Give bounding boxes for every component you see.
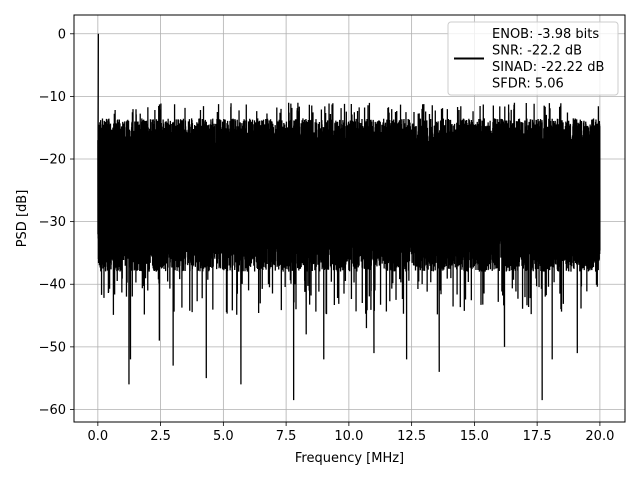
y-tick-label: −30 (39, 215, 66, 230)
psd-series (97, 33, 601, 401)
x-tick-label: 7.5 (276, 429, 297, 444)
y-axis-ticks: 0 −10 −20 −30 −40 −50 −60 (39, 27, 74, 418)
psd-series-line (97, 33, 601, 401)
legend-box (447, 21, 619, 96)
y-tick-label: −40 (39, 278, 66, 293)
x-tick-label: 12.5 (397, 429, 426, 444)
x-tick-label: 20.0 (585, 429, 614, 444)
plot-frame (73, 14, 626, 423)
legend-line-enob: ENOB: -3.98 bits (492, 27, 599, 42)
y-tick-label: 0 (58, 27, 66, 42)
legend-line-sfdr: SFDR: 5.06 (492, 77, 564, 92)
y-tick-label: −10 (39, 90, 66, 105)
y-tick-label: −60 (39, 403, 66, 418)
x-tick-label: 10.0 (334, 429, 363, 444)
y-tick-label: −20 (39, 153, 66, 168)
legend-line-snr: SNR: -22.2 dB (492, 44, 582, 59)
y-axis-label: PSD [dB] (15, 190, 30, 248)
x-tick-label: 0.0 (88, 429, 109, 444)
legend-line-sinad: SINAD: -22.22 dB (492, 60, 604, 75)
legend: ENOB: -3.98 bits SNR: -22.2 dB SINAD: -2… (447, 21, 619, 96)
x-axis-label: Frequency [MHz] (295, 451, 404, 466)
x-tick-label: 17.5 (523, 429, 552, 444)
y-tick-label: −50 (39, 340, 66, 355)
x-tick-label: 15.0 (460, 429, 489, 444)
x-tick-label: 5.0 (213, 429, 234, 444)
x-tick-label: 2.5 (150, 429, 171, 444)
x-axis-ticks: 0.0 2.5 5.0 7.5 10.0 12.5 15.0 17.5 20.0 (88, 422, 614, 444)
